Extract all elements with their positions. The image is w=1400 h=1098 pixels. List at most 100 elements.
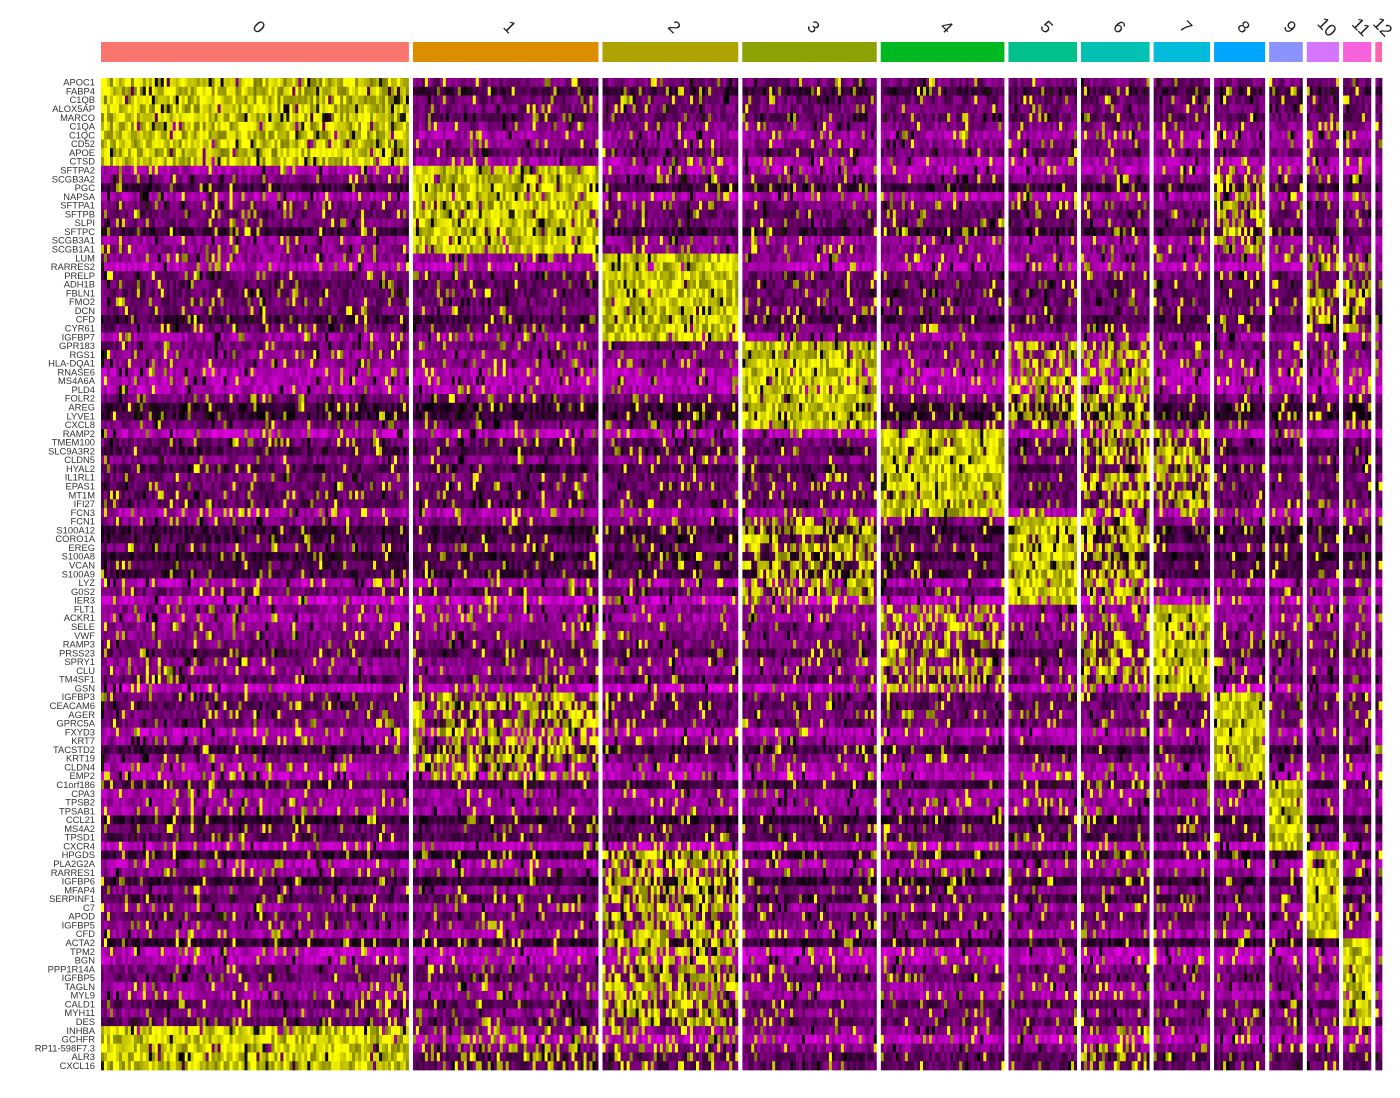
heatmap-cell [358, 78, 361, 87]
heatmap-cell [382, 78, 385, 87]
heatmap-cell [268, 96, 271, 105]
heatmap-cell [699, 87, 702, 96]
heatmap-cell [116, 104, 119, 113]
heatmap-cell [923, 104, 926, 113]
heatmap-cell [319, 87, 322, 96]
heatmap-cell [373, 104, 376, 113]
heatmap-cell [953, 78, 956, 87]
heatmap-cell [775, 104, 778, 113]
heatmap-cell [1313, 78, 1316, 87]
heatmap-cell [745, 104, 748, 113]
heatmap-cell [681, 78, 684, 87]
heatmap-cell [609, 104, 612, 113]
heatmap-cell [113, 87, 116, 96]
heatmap-cell [850, 96, 853, 105]
heatmap-cell [230, 96, 233, 105]
heatmap-cell [589, 104, 592, 113]
heatmap-cell [1001, 104, 1004, 113]
heatmap-cell [464, 113, 467, 122]
cluster-bar-2 [602, 42, 738, 62]
heatmap-cell [944, 87, 947, 96]
heatmap-cell [1014, 104, 1017, 113]
cluster-bar-11 [1343, 42, 1371, 62]
heatmap-cell [194, 104, 197, 113]
heatmap-cell [1129, 96, 1132, 105]
heatmap-cell [660, 78, 663, 87]
heatmap-cell [560, 78, 563, 87]
heatmap-cell [666, 87, 669, 96]
heatmap-cell [660, 87, 663, 96]
heatmap-cell [775, 96, 778, 105]
heatmap-cell [850, 104, 853, 113]
heatmap-cell [624, 104, 627, 113]
heatmap-cell [485, 104, 488, 113]
heatmap-cell [1256, 96, 1259, 105]
heatmap-cell [621, 78, 624, 87]
heatmap-cell [140, 87, 143, 96]
heatmap-cell [820, 96, 823, 105]
heatmap-cell [509, 87, 512, 96]
heatmap-cell [965, 96, 968, 105]
heatmap-cell [542, 113, 545, 122]
heatmap-cell [221, 78, 224, 87]
heatmap-cell [536, 78, 539, 87]
heatmap-cell [953, 96, 956, 105]
heatmap-cell [908, 78, 911, 87]
heatmap-cell [289, 87, 292, 96]
heatmap-cell [521, 96, 524, 105]
heatmap-cell [602, 78, 605, 87]
heatmap-cell [355, 113, 358, 122]
heatmap-cell [1123, 104, 1126, 113]
heatmap-cell [416, 113, 419, 122]
heatmap-cell [176, 87, 179, 96]
heatmap-cell [850, 87, 853, 96]
heatmap-cell [247, 113, 250, 122]
heatmap-cell [732, 96, 735, 105]
heatmap-cell [449, 87, 452, 96]
heatmap-cell [908, 96, 911, 105]
heatmap-cell [651, 78, 654, 87]
heatmap-cell [566, 96, 569, 105]
heatmap-cell [1343, 78, 1346, 87]
heatmap-cell [265, 113, 268, 122]
heatmap-cell [766, 96, 769, 105]
heatmap-cell [352, 96, 355, 105]
heatmap-cell [152, 104, 155, 113]
heatmap-cell [221, 113, 224, 122]
heatmap-cell [167, 104, 170, 113]
heatmap-cell [817, 96, 820, 105]
heatmap-cell [1235, 104, 1238, 113]
heatmap-cell [566, 104, 569, 113]
heatmap-cell [681, 104, 684, 113]
heatmap-cell [696, 104, 699, 113]
heatmap-cell [1087, 78, 1090, 87]
heatmap-cell [137, 87, 140, 96]
heatmap-cell [328, 113, 331, 122]
heatmap-cell [642, 96, 645, 105]
heatmap-cell [413, 78, 416, 87]
heatmap-cell [104, 113, 107, 122]
heatmap-cell [893, 96, 896, 105]
heatmap-cell [896, 96, 899, 105]
heatmap-cell [1177, 87, 1180, 96]
heatmap-cell [370, 87, 373, 96]
heatmap-cell [1126, 96, 1129, 105]
heatmap-cell [1096, 96, 1099, 105]
heatmap-cell [814, 104, 817, 113]
heatmap-cell [1189, 96, 1192, 105]
heatmap-cell [708, 104, 711, 113]
heatmap-cell [1229, 78, 1232, 87]
heatmap-cell [1324, 104, 1327, 113]
heatmap-cell [796, 104, 799, 113]
heatmap-cell [605, 104, 608, 113]
heatmap-cell [1272, 96, 1275, 105]
heatmap-cell [233, 96, 236, 105]
heatmap-cell [164, 104, 167, 113]
heatmap-cell [149, 104, 152, 113]
heatmap-cell [1026, 104, 1029, 113]
heatmap-cell [379, 96, 382, 105]
heatmap-cell [379, 104, 382, 113]
heatmap-cell [1093, 78, 1096, 87]
heatmap-cell [998, 87, 1001, 96]
heatmap-cell [802, 96, 805, 105]
